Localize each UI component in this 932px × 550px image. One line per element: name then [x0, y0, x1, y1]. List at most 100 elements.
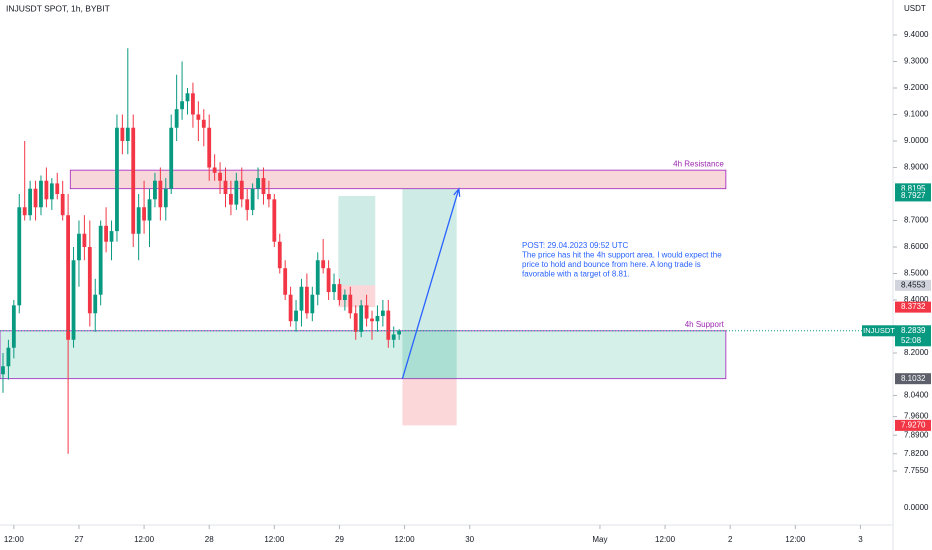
candle-body	[125, 127, 130, 141]
price-tag-label: 8.1032	[901, 374, 926, 383]
y-tick-label: 9.4000	[904, 30, 929, 39]
candle-body	[158, 180, 163, 208]
candle-body	[185, 93, 190, 102]
price-tag-label: 7.9270	[901, 420, 926, 429]
candle-body	[239, 180, 244, 200]
x-tick-label: 28	[205, 535, 214, 544]
x-tick-label: 29	[335, 535, 344, 544]
price-tag	[895, 419, 931, 431]
candle-body	[77, 233, 81, 261]
candle-body	[196, 114, 201, 120]
price-tag	[895, 183, 931, 195]
candle-body	[256, 178, 260, 189]
candle-body	[250, 188, 255, 210]
candle-body	[191, 93, 195, 115]
symbol-tag	[862, 325, 896, 337]
x-tick-label: 12:00	[264, 535, 285, 544]
price-tag-label: 8.8195	[901, 184, 926, 193]
price-tag	[895, 325, 931, 347]
candle-body	[87, 247, 92, 314]
candle-body	[386, 310, 391, 340]
position-stop	[338, 285, 376, 308]
candle-body	[180, 101, 184, 110]
candle-body	[342, 294, 347, 301]
candle-body	[304, 286, 309, 314]
candle-body	[11, 305, 16, 348]
candle-body	[294, 310, 298, 322]
x-tick-label: 12:00	[655, 535, 676, 544]
y-tick-label: 7.8200	[904, 449, 929, 458]
candle-body	[337, 284, 342, 301]
candle-body	[359, 305, 364, 332]
candle-body	[147, 199, 152, 221]
candle-body	[229, 194, 233, 205]
y-tick-label: 7.8900	[904, 430, 929, 439]
candle-body	[153, 180, 157, 200]
candle-body	[49, 183, 54, 200]
candle-body	[370, 318, 374, 322]
candle-body	[174, 109, 179, 128]
post-text: The price has hit the 4h support area. I…	[522, 251, 722, 260]
x-tick-label: 12:00	[134, 535, 155, 544]
x-tick-label: 12:00	[395, 535, 416, 544]
y-tick-label: 7.9600	[904, 412, 929, 421]
candle-body	[326, 268, 331, 293]
arrow	[401, 188, 460, 379]
candle-body	[136, 207, 141, 234]
candle-body	[245, 199, 250, 210]
y-tick-label: 8.4000	[904, 295, 929, 304]
x-tick-label: May	[592, 535, 607, 544]
candle-body	[391, 334, 396, 340]
candle-body	[33, 188, 38, 208]
price-tag	[895, 279, 931, 291]
position-target	[338, 195, 376, 286]
candle-body	[283, 268, 288, 295]
price-tag	[895, 190, 931, 202]
candle-body	[120, 127, 125, 141]
candle-body	[315, 260, 320, 295]
candle-body	[272, 199, 277, 242]
x-tick-label: 27	[75, 535, 84, 544]
bottom-axis-label: 0.0000	[904, 503, 929, 512]
candle-body	[6, 347, 11, 367]
symbol-tag-label: INJUSDT	[863, 326, 895, 335]
position-stop	[402, 378, 457, 426]
candle-body	[163, 188, 168, 208]
candle-body	[131, 127, 136, 234]
candle-body	[109, 231, 114, 242]
arrow-head	[453, 187, 461, 197]
candle-body	[44, 180, 49, 200]
candle-body	[201, 119, 206, 128]
y-tick-label: 8.9000	[904, 163, 929, 172]
y-tick-label: 8.2000	[904, 348, 929, 357]
candle-body	[310, 294, 315, 314]
candle-body	[17, 207, 22, 306]
zone	[69, 169, 727, 190]
y-tick-label: 9.0000	[904, 136, 929, 145]
candle-body	[288, 294, 293, 322]
candle-body	[60, 194, 65, 216]
zone-label: 4h Resistance	[673, 159, 724, 168]
candle-body	[22, 207, 27, 216]
price-tag-label: 8.3732	[901, 302, 926, 311]
candle-body	[115, 127, 119, 232]
currency-label: USDT	[904, 4, 926, 13]
y-tick-label: 7.7550	[904, 466, 929, 475]
candle-body	[223, 180, 228, 195]
x-tick-label: 12:00	[4, 535, 25, 544]
post-text: POST: 29.04.2023 09:52 UTC	[522, 241, 629, 250]
x-tick-label: 12:00	[785, 535, 806, 544]
candle-body	[1, 366, 5, 375]
candle-body	[207, 127, 212, 168]
candle-body	[212, 167, 217, 173]
candle-body	[55, 183, 60, 195]
y-tick-label: 9.2000	[904, 83, 929, 92]
candle-body	[332, 284, 336, 293]
candle-body	[98, 225, 103, 295]
y-tick-label: 8.0400	[904, 391, 929, 400]
candle-body	[261, 178, 266, 195]
candle-body	[39, 180, 43, 208]
candle-body	[28, 188, 33, 216]
price-tag-label: 8.4553	[901, 280, 926, 289]
